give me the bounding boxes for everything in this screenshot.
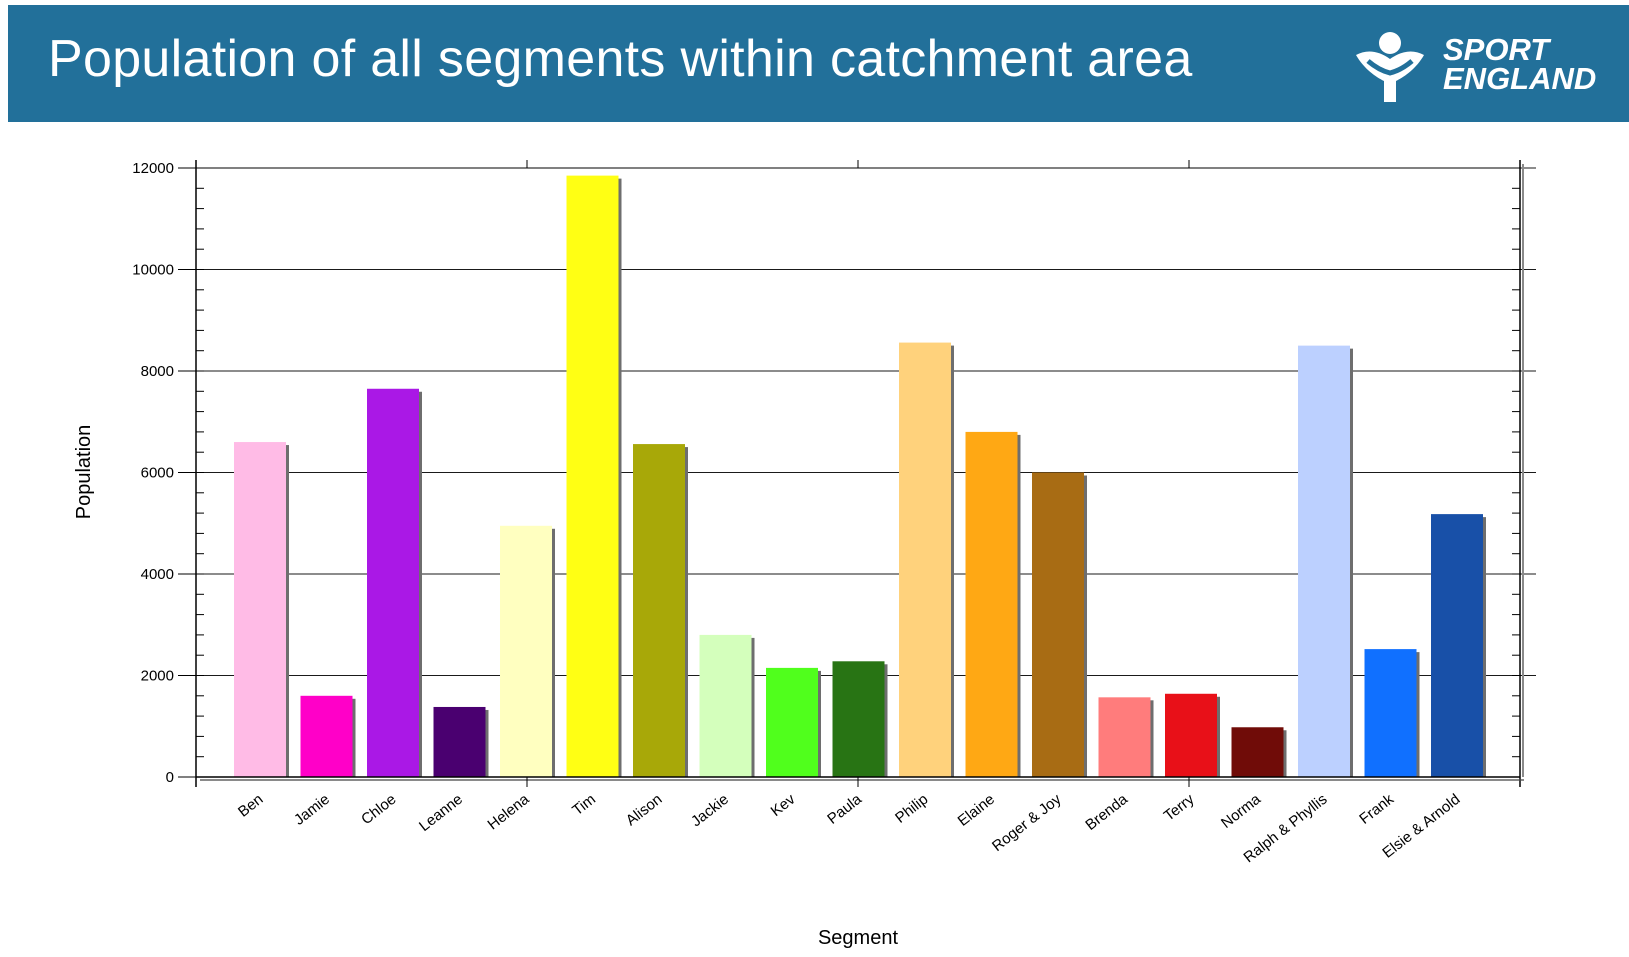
x-tick-label: Philip	[892, 791, 931, 827]
x-tick-label: Roger & Joy	[989, 790, 1065, 855]
x-tick-label: Helena	[485, 790, 533, 833]
x-tick-label: Terry	[1161, 790, 1198, 824]
x-tick-label: Ben	[235, 791, 267, 821]
bar	[832, 661, 885, 777]
x-tick-label: Paula	[824, 790, 865, 827]
bar	[633, 444, 685, 777]
x-tick-label: Frank	[1356, 790, 1397, 827]
bar	[500, 525, 552, 777]
sport-england-figure-icon	[1356, 32, 1424, 102]
bar	[1364, 649, 1417, 777]
x-tick-label: Leanne	[416, 791, 466, 835]
y-tick-label: 0	[166, 769, 174, 786]
bar	[699, 634, 752, 777]
x-tick-label: Tim	[569, 791, 599, 819]
y-tick-label: 4000	[141, 566, 174, 583]
y-tick-label: 8000	[141, 363, 174, 380]
logo-line-2: ENGLAND	[1443, 61, 1597, 96]
x-tick-label: Brenda	[1082, 790, 1131, 834]
bar	[1298, 345, 1350, 777]
x-axis-title: Segment	[818, 927, 898, 949]
bar	[1098, 697, 1151, 777]
bar	[433, 706, 486, 777]
bars	[234, 175, 1486, 778]
sport-england-logo: SPORT ENGLAND	[1353, 29, 1623, 104]
y-axis-title: Population	[73, 425, 95, 520]
x-tick-label: Norma	[1218, 790, 1264, 832]
x-tick-label: Jamie	[291, 791, 333, 829]
x-tick-label: Jackie	[688, 791, 732, 831]
bar	[766, 667, 818, 777]
bar	[234, 442, 286, 777]
bar	[300, 695, 353, 777]
bar	[899, 342, 951, 777]
bar	[1431, 514, 1483, 777]
logo-line-1: SPORT	[1443, 32, 1550, 67]
y-tick-label: 12000	[132, 160, 174, 177]
y-tick-label: 6000	[141, 465, 174, 482]
y-tick-label: 2000	[141, 668, 174, 685]
bar	[1231, 727, 1284, 777]
bar	[1165, 693, 1217, 777]
page-title: Population of all segments within catchm…	[48, 30, 1193, 88]
axes	[178, 160, 1524, 787]
bar	[367, 388, 419, 777]
bar	[965, 431, 1018, 777]
logo-wordmark: SPORT ENGLAND	[1443, 32, 1597, 96]
x-tick-label: Kev	[768, 790, 799, 820]
bar	[1032, 472, 1084, 777]
x-tick-label: Elaine	[955, 791, 998, 830]
bar	[566, 175, 619, 778]
x-tick-label: Chloe	[358, 791, 399, 829]
header-bar: Population of all segments within catchm…	[8, 5, 1629, 122]
x-tick-label: Alison	[623, 791, 666, 830]
y-tick-label: 10000	[132, 262, 174, 279]
